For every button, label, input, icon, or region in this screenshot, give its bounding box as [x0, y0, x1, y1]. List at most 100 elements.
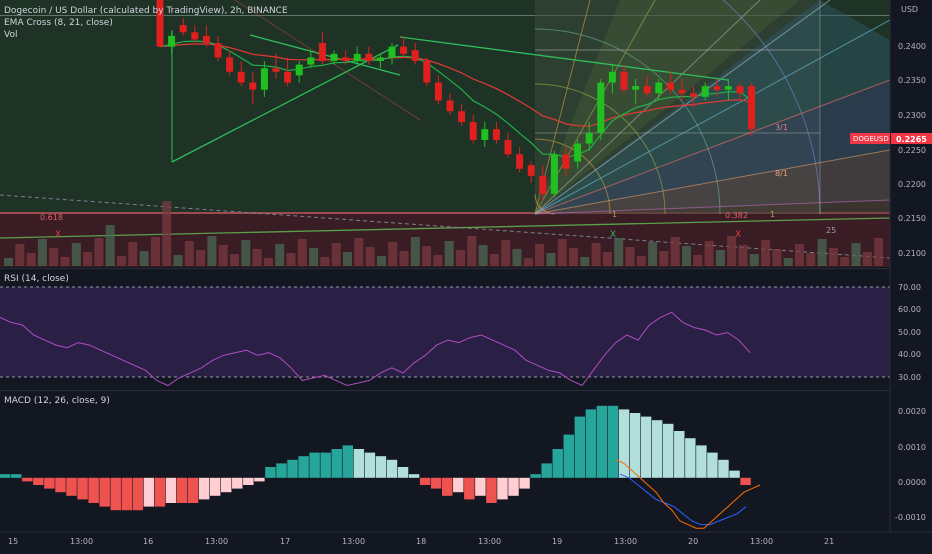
volume-bar	[184, 241, 194, 266]
macd-hist-bar	[563, 434, 574, 478]
macd-hist-bar	[0, 474, 11, 478]
macd-hist-bar	[651, 420, 663, 478]
price-axis[interactable]: USD 0.2400 0.2350 0.2300 0.2250 0.2200 0…	[850, 0, 932, 532]
symbol-title[interactable]: Dogecoin / US Dollar (calculated by Trad…	[4, 6, 288, 16]
price-tick: 0.2200	[898, 180, 926, 189]
candle-body	[376, 57, 384, 62]
volume-bar	[15, 244, 25, 266]
volume-bar	[636, 256, 646, 266]
candle-body	[214, 43, 222, 58]
volume-bar	[331, 243, 341, 266]
candle-body	[342, 57, 350, 62]
candle-body	[550, 154, 558, 194]
macd-hist-bar	[243, 477, 254, 485]
price-tick: 0.2300	[898, 111, 926, 120]
macd-hist-bar	[232, 477, 243, 489]
macd-pane	[0, 390, 932, 529]
candle-body	[400, 46, 408, 54]
volume-bar	[309, 248, 319, 266]
macd-legend[interactable]: MACD (12, 26, close, 9)	[4, 396, 110, 406]
macd-hist-bar	[320, 452, 331, 478]
macd-hist-bar	[552, 449, 563, 478]
trade-marker: X	[610, 230, 616, 240]
macd-hist-bar	[442, 477, 453, 496]
rsi-band	[0, 287, 890, 377]
macd-hist-bar	[309, 452, 320, 478]
volume-bar	[478, 245, 488, 266]
volume-bar	[275, 244, 285, 266]
macd-hist-bar	[674, 431, 685, 478]
volume-bar	[173, 255, 183, 266]
candle-body	[632, 86, 640, 90]
volume-bar	[512, 249, 522, 266]
candle-body	[574, 143, 582, 162]
time-tick: 15	[8, 537, 18, 546]
candle-body	[318, 43, 326, 62]
macd-hist-bar	[696, 445, 707, 478]
volume-bar	[772, 249, 782, 266]
candle-body	[260, 68, 268, 90]
volume-legend[interactable]: Vol	[4, 30, 18, 40]
macd-hist-bar	[475, 477, 486, 496]
volume-bar	[252, 249, 262, 266]
candle-body	[539, 175, 547, 194]
ema-slow-line	[159, 43, 752, 128]
volume-bar	[580, 257, 590, 266]
macd-hist-bar	[44, 477, 55, 489]
volume-bar	[388, 242, 398, 266]
candle-body	[713, 86, 721, 90]
volume-bar	[467, 236, 477, 266]
volume-bar	[230, 254, 239, 266]
volume-bar	[26, 253, 36, 266]
candle-body	[168, 35, 176, 47]
macd-hist-bar	[221, 477, 232, 493]
candles[interactable]	[156, 0, 756, 201]
volume-bar	[49, 248, 59, 266]
symbol-tag	[850, 133, 890, 144]
candle-body	[191, 32, 199, 40]
last-price-tag	[891, 133, 932, 144]
macd-hist-bar	[486, 477, 497, 503]
rsi-legend[interactable]: RSI (14, close)	[4, 274, 69, 284]
ema-legend[interactable]: EMA Cross (8, 21, close)	[4, 18, 113, 28]
candle-body	[458, 111, 466, 123]
gann-fan[interactable]	[534, 0, 891, 215]
macd-hist-bar	[430, 477, 442, 489]
signal-line	[615, 459, 761, 529]
volume-bar	[569, 248, 578, 266]
volume-bar	[817, 239, 827, 266]
macd-hist-bar	[198, 477, 210, 500]
last-price: 0.2265	[896, 135, 927, 144]
macd-hist-bar	[99, 477, 110, 507]
time-axis[interactable]: 15 13:00 16 13:00 17 13:00 18 13:00 19 1…	[0, 531, 932, 550]
volume-bar	[715, 250, 725, 266]
volume-bar	[783, 258, 793, 266]
volume-bar	[648, 242, 658, 266]
volume-bar	[489, 254, 499, 266]
macd-hist-bar	[364, 452, 376, 478]
fib-label: 3/1	[775, 123, 788, 132]
fib-label: 8/1	[775, 169, 788, 178]
volume-bar	[139, 251, 149, 266]
macd-hist-bar	[541, 463, 552, 478]
macd-hist-bar	[419, 477, 431, 485]
candle-body	[643, 86, 651, 94]
volume-bar	[456, 250, 465, 266]
macd-hist-bar	[408, 474, 420, 478]
volume-bar	[207, 236, 217, 266]
macd-hist-bar	[298, 456, 309, 478]
volume-bar	[365, 247, 375, 266]
macd-hist-bar	[618, 409, 630, 478]
volume-bar	[218, 245, 228, 266]
time-tick: 13:00	[205, 537, 228, 546]
volume-bar	[117, 256, 126, 266]
time-tick: 20	[688, 537, 698, 546]
macd-hist-bar	[585, 409, 597, 478]
macd-hist-bar	[497, 477, 508, 500]
drawing-labels: 0.618 25 3/1 8/1 1 1 0.382 X X X	[40, 123, 836, 240]
macd-hist-bar	[66, 477, 77, 496]
macd-hist-bar	[729, 470, 740, 478]
rsi-tick: 30.00	[898, 373, 921, 382]
price-tick: 0.2150	[898, 214, 926, 223]
